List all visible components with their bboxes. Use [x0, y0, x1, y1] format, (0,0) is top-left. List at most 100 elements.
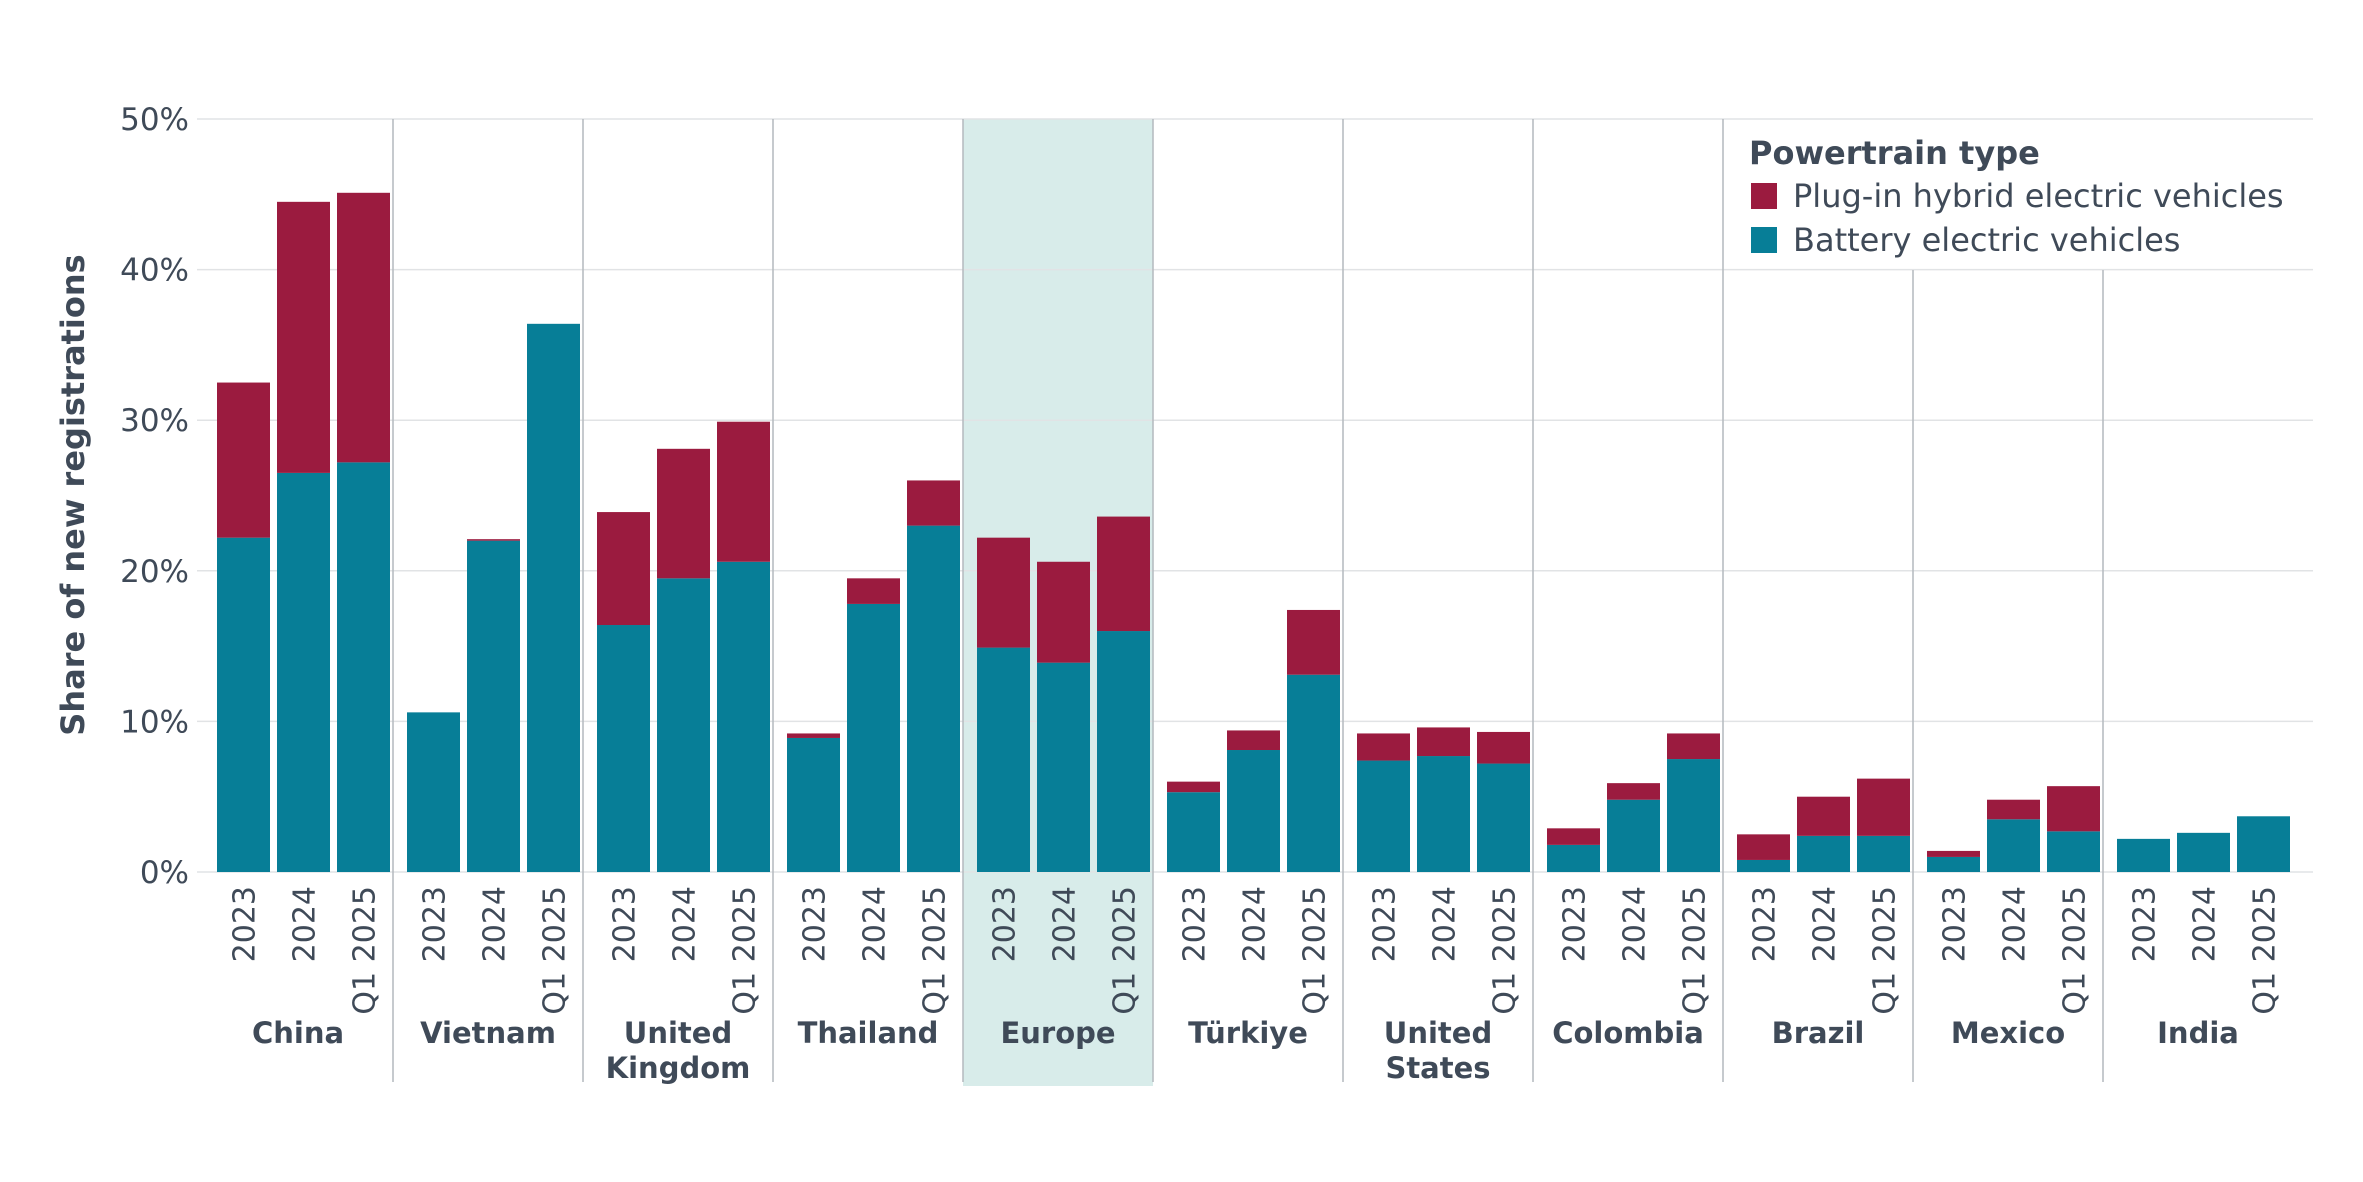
x-tick-label: Q1 2025 [348, 886, 383, 1015]
bar-phev-colombia-q1-2025[interactable] [1667, 733, 1720, 760]
bar-bev-united-kingdom-2023[interactable] [597, 625, 650, 872]
legend-label-plug-in-hybrid-electric-vehicles: Plug-in hybrid electric vehicles [1793, 177, 2284, 215]
bar-bev-mexico-2023[interactable] [1927, 856, 1980, 872]
x-tick-label: 2024 [858, 886, 893, 962]
legend-title: Powertrain type [1749, 134, 2040, 172]
y-tick-label: 30% [120, 403, 189, 439]
bar-bev-turkiye-2024[interactable] [1227, 750, 1280, 872]
x-tick-label: Q1 2025 [2058, 886, 2093, 1015]
bar-bev-india-q1-2025[interactable] [2237, 816, 2290, 872]
bar-bev-united-states-q1-2025[interactable] [1477, 763, 1530, 872]
bar-bev-europe-q1-2025[interactable] [1097, 631, 1150, 872]
bar-phev-united-states-2023[interactable] [1357, 733, 1410, 761]
x-tick-label: 2024 [1808, 886, 1843, 962]
group-label-brazil: Brazil [1772, 1016, 1865, 1050]
bar-bev-india-2023[interactable] [2117, 838, 2170, 872]
bar-phev-colombia-2023[interactable] [1547, 828, 1600, 845]
bar-phev-brazil-q1-2025[interactable] [1857, 778, 1910, 836]
group-label-mexico: Mexico [1951, 1016, 2065, 1050]
x-tick-label: 2024 [288, 886, 323, 962]
bar-bev-thailand-2024[interactable] [847, 603, 900, 872]
x-tick-label: 2023 [798, 886, 833, 962]
bar-phev-europe-2024[interactable] [1037, 561, 1090, 663]
bar-phev-vietnam-2024[interactable] [467, 539, 520, 541]
bar-bev-turkiye-q1-2025[interactable] [1287, 674, 1340, 872]
bar-bev-colombia-2024[interactable] [1607, 799, 1660, 872]
x-tick-label: 2024 [1238, 886, 1273, 962]
x-tick-label: 2024 [1998, 886, 2033, 962]
bar-phev-united-states-2024[interactable] [1417, 727, 1470, 757]
group-label-china: China [252, 1016, 344, 1050]
bar-bev-thailand-q1-2025[interactable] [907, 525, 960, 872]
group-label-india: India [2157, 1016, 2239, 1050]
group-label-colombia: Colombia [1552, 1016, 1704, 1050]
x-tick-label: 2023 [988, 886, 1023, 962]
x-tick-label: 2023 [1558, 886, 1593, 962]
x-tick-label: 2024 [668, 886, 703, 962]
bar-phev-turkiye-q1-2025[interactable] [1287, 609, 1340, 675]
bar-bev-china-q1-2025[interactable] [337, 462, 390, 872]
bar-phev-turkiye-2023[interactable] [1167, 781, 1220, 793]
bar-bev-china-2023[interactable] [217, 537, 270, 872]
bar-bev-colombia-q1-2025[interactable] [1667, 759, 1720, 872]
bar-bev-united-kingdom-2024[interactable] [657, 578, 710, 872]
bar-phev-united-kingdom-2023[interactable] [597, 512, 650, 626]
bar-bev-united-kingdom-q1-2025[interactable] [717, 561, 770, 872]
bar-bev-united-states-2023[interactable] [1357, 760, 1410, 872]
legend-swatch-plug-in-hybrid-electric-vehicles [1751, 183, 1777, 209]
y-tick-label: 50% [120, 102, 189, 138]
bar-bev-brazil-q1-2025[interactable] [1857, 835, 1910, 872]
bar-bev-europe-2023[interactable] [977, 647, 1030, 872]
group-label-united-kingdom: United [624, 1016, 732, 1050]
bar-phev-turkiye-2024[interactable] [1227, 730, 1280, 751]
group-label-united-states: United [1384, 1016, 1492, 1050]
group-label-turkiye: Türkiye [1188, 1016, 1308, 1050]
bar-bev-vietnam-q1-2025[interactable] [527, 323, 580, 872]
bar-phev-mexico-q1-2025[interactable] [2047, 786, 2100, 832]
bar-phev-europe-q1-2025[interactable] [1097, 516, 1150, 632]
bar-bev-colombia-2023[interactable] [1547, 844, 1600, 872]
bar-phev-china-2024[interactable] [277, 201, 330, 473]
bar-phev-mexico-2023[interactable] [1927, 850, 1980, 857]
x-tick-label: Q1 2025 [538, 886, 573, 1015]
bar-phev-thailand-2024[interactable] [847, 578, 900, 604]
x-tick-label: Q1 2025 [2248, 886, 2283, 1015]
bar-bev-vietnam-2023[interactable] [407, 712, 460, 872]
bar-bev-united-states-2024[interactable] [1417, 756, 1470, 872]
x-tick-label: 2023 [418, 886, 453, 962]
bar-phev-brazil-2024[interactable] [1797, 796, 1850, 836]
bar-phev-united-kingdom-2024[interactable] [657, 448, 710, 579]
x-tick-label: Q1 2025 [1488, 886, 1523, 1015]
x-tick-label: 2024 [1428, 886, 1463, 962]
bar-phev-thailand-2023[interactable] [787, 733, 840, 738]
bar-bev-mexico-q1-2025[interactable] [2047, 831, 2100, 872]
bar-bev-vietnam-2024[interactable] [467, 540, 520, 872]
bar-phev-mexico-2024[interactable] [1987, 799, 2040, 820]
bar-phev-united-states-q1-2025[interactable] [1477, 731, 1530, 764]
bar-bev-brazil-2024[interactable] [1797, 835, 1850, 872]
bar-bev-brazil-2023[interactable] [1737, 859, 1790, 872]
bar-bev-india-2024[interactable] [2177, 832, 2230, 872]
bar-bev-europe-2024[interactable] [1037, 662, 1090, 872]
x-tick-label: Q1 2025 [918, 886, 953, 1015]
bar-phev-united-kingdom-q1-2025[interactable] [717, 421, 770, 562]
y-tick-label: 20% [120, 554, 189, 590]
bar-phev-colombia-2024[interactable] [1607, 783, 1660, 800]
bar-bev-turkiye-2023[interactable] [1167, 792, 1220, 872]
bar-phev-europe-2023[interactable] [977, 537, 1030, 648]
bar-phev-thailand-q1-2025[interactable] [907, 480, 960, 526]
bar-bev-thailand-2023[interactable] [787, 737, 840, 872]
bar-bev-china-2024[interactable] [277, 472, 330, 872]
bar-phev-china-2023[interactable] [217, 382, 270, 538]
x-tick-label: 2024 [1048, 886, 1083, 962]
x-tick-label: 2023 [1368, 886, 1403, 962]
x-tick-label: 2024 [2188, 886, 2223, 962]
bar-bev-mexico-2024[interactable] [1987, 819, 2040, 872]
bar-phev-china-q1-2025[interactable] [337, 192, 390, 463]
legend-label-battery-electric-vehicles: Battery electric vehicles [1793, 221, 2180, 259]
x-tick-label: 2023 [1178, 886, 1213, 962]
x-tick-label: 2023 [2128, 886, 2163, 962]
bar-phev-brazil-2023[interactable] [1737, 834, 1790, 860]
